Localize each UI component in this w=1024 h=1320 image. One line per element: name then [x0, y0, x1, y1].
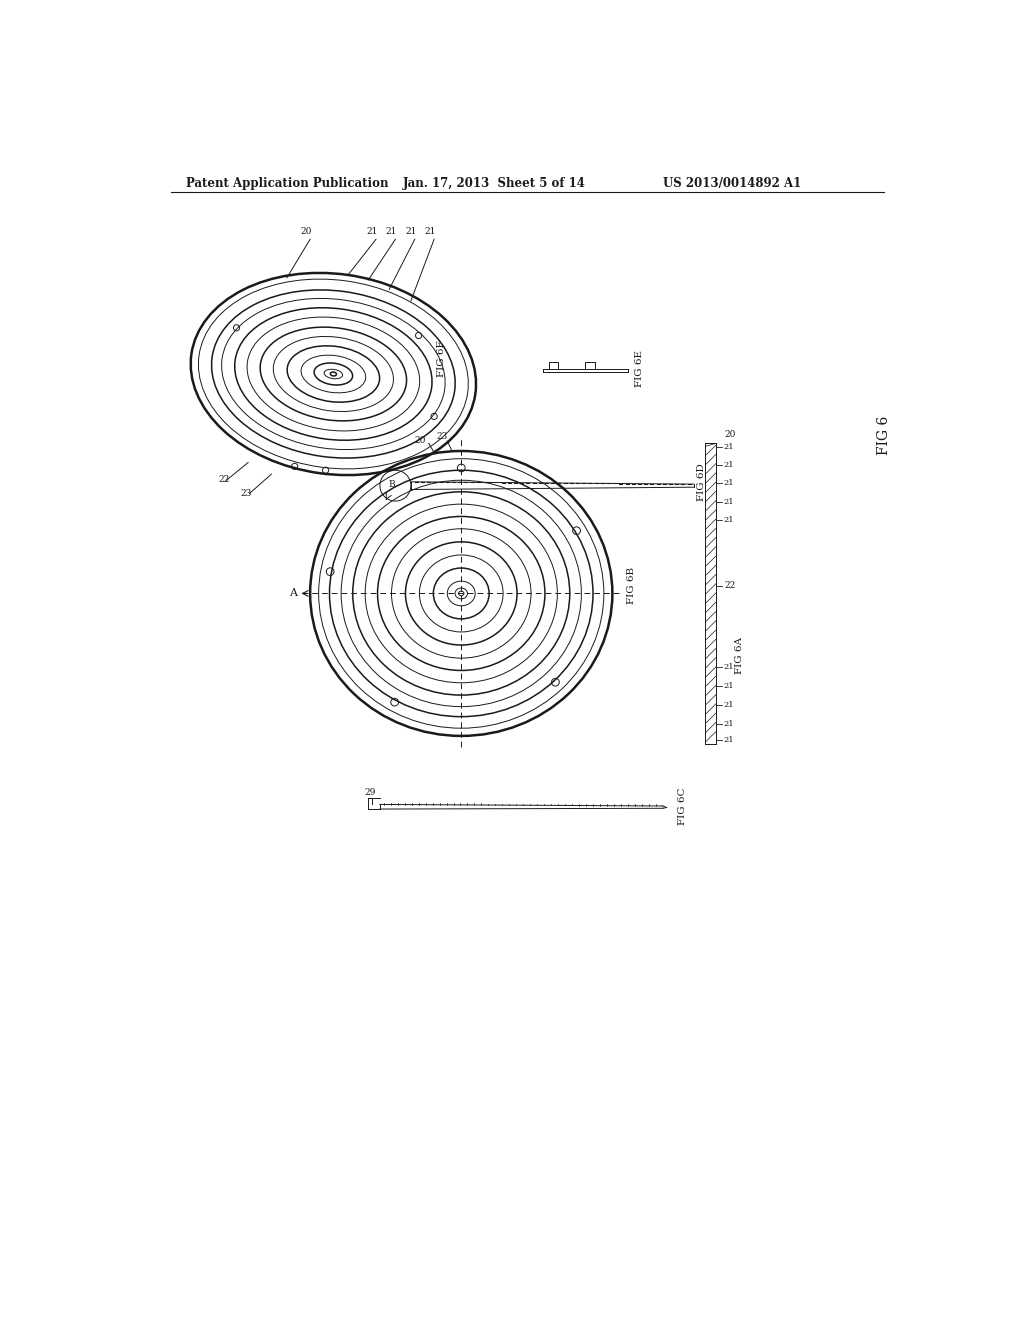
Text: 20: 20 — [301, 227, 312, 236]
Text: 21: 21 — [724, 444, 734, 451]
Text: 21: 21 — [425, 227, 436, 236]
Text: 20: 20 — [724, 430, 735, 440]
Text: B: B — [388, 479, 395, 488]
Text: 21: 21 — [724, 479, 734, 487]
Text: 23: 23 — [436, 433, 447, 441]
Text: 21: 21 — [724, 701, 734, 709]
Text: FIG 6F: FIG 6F — [437, 341, 446, 378]
Text: A: A — [289, 589, 297, 598]
Text: 23: 23 — [241, 488, 252, 498]
Text: FIG 6B: FIG 6B — [628, 568, 636, 605]
Text: 21: 21 — [724, 516, 734, 524]
Text: 21: 21 — [724, 682, 734, 690]
Text: 21: 21 — [367, 227, 378, 236]
Text: 22: 22 — [219, 475, 230, 484]
Text: 21: 21 — [724, 498, 734, 506]
Text: 21: 21 — [406, 227, 417, 236]
Text: 22: 22 — [724, 581, 735, 590]
Text: US 2013/0014892 A1: US 2013/0014892 A1 — [663, 177, 801, 190]
Text: 21: 21 — [724, 735, 734, 743]
Text: FIG 6A: FIG 6A — [735, 636, 744, 673]
Text: Jan. 17, 2013  Sheet 5 of 14: Jan. 17, 2013 Sheet 5 of 14 — [403, 177, 586, 190]
Text: 21: 21 — [386, 227, 397, 236]
Text: Patent Application Publication: Patent Application Publication — [186, 177, 389, 190]
Text: 21: 21 — [724, 721, 734, 729]
Text: FIG 6D: FIG 6D — [697, 463, 706, 500]
Text: 21: 21 — [724, 663, 734, 671]
Text: 20: 20 — [415, 437, 426, 445]
Text: 29: 29 — [365, 788, 376, 797]
Text: FIG 6E: FIG 6E — [635, 350, 644, 387]
Text: FIG 6: FIG 6 — [877, 416, 891, 455]
Text: 21: 21 — [724, 461, 734, 469]
Text: FIG 6C: FIG 6C — [678, 788, 687, 825]
